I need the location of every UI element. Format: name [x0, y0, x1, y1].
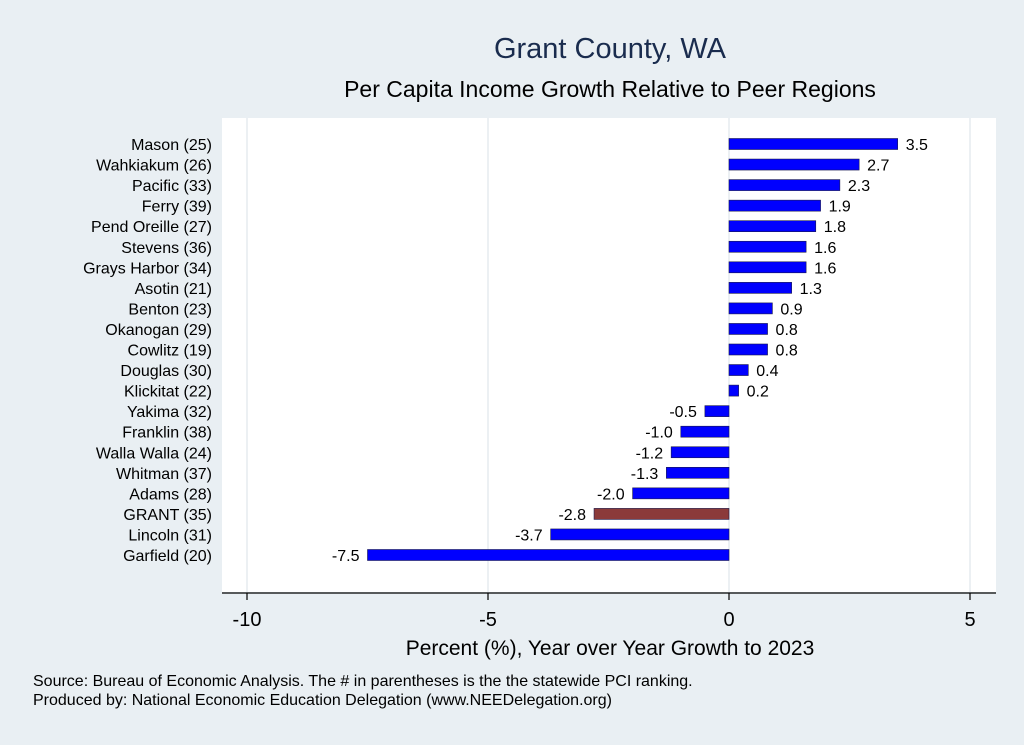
bar — [728, 179, 841, 191]
x-tick-label: 0 — [723, 609, 734, 631]
x-tick-label: -10 — [233, 609, 262, 631]
bar — [728, 158, 860, 171]
bar — [728, 302, 773, 315]
bar — [704, 405, 730, 417]
category-label: Adams (28) — [129, 486, 212, 503]
value-label: 1.6 — [814, 240, 836, 257]
bar — [632, 487, 730, 500]
value-label: -1.3 — [631, 466, 659, 483]
source-note: Source: Bureau of Economic Analysis. The… — [33, 673, 693, 690]
value-label: -0.5 — [669, 404, 697, 421]
category-label: Benton (23) — [128, 301, 212, 318]
category-label: Wahkiakum (26) — [96, 158, 212, 175]
category-label: Ferry (39) — [142, 199, 212, 216]
x-tick-label: 5 — [964, 609, 975, 631]
x-axis-title: Percent (%), Year over Year Growth to 20… — [406, 637, 815, 660]
chart-title: Grant County, WA — [494, 33, 727, 65]
category-label: Klickitat (22) — [124, 384, 212, 401]
value-label: 0.8 — [776, 343, 798, 360]
value-label: 1.3 — [800, 281, 822, 298]
value-label: -2.0 — [597, 486, 625, 503]
category-label: Garfield (20) — [123, 548, 212, 565]
category-label: Yakima (32) — [127, 404, 212, 421]
bar — [728, 220, 817, 232]
value-label: 1.6 — [814, 260, 836, 277]
category-label: Pacific (33) — [132, 178, 212, 195]
category-label: Pend Oreille (27) — [91, 219, 212, 236]
category-labels: Mason (25) Wahkiakum (26) Pacific (33) Ferr… — [83, 137, 212, 565]
value-label: 2.7 — [867, 158, 889, 175]
bar — [728, 384, 739, 397]
bar — [728, 138, 898, 150]
plot-area — [222, 118, 996, 592]
bars — [367, 138, 898, 561]
value-labels: 3.5 2.7 2.3 1.9 1.8 1.6 1.6 1.3 0.9 0.8 0.8 0.4 0.2 -… — [332, 137, 928, 565]
bar — [728, 323, 768, 335]
category-label: Whitman (37) — [116, 466, 212, 483]
bar — [666, 466, 730, 479]
value-label: -1.0 — [645, 425, 673, 442]
category-label: Cowlitz (19) — [128, 343, 212, 360]
category-label: Grays Harbor (34) — [83, 260, 212, 277]
grid-lines — [246, 118, 971, 593]
category-label: Walla Walla (24) — [96, 445, 212, 462]
bar — [728, 240, 807, 253]
category-label: Lincoln (31) — [128, 527, 212, 544]
bar — [728, 364, 749, 376]
value-label: 2.3 — [848, 178, 870, 195]
bar — [367, 549, 730, 561]
value-label: -7.5 — [332, 548, 360, 565]
value-label: -3.7 — [515, 527, 543, 544]
value-label: -1.2 — [636, 445, 664, 462]
bar — [680, 425, 730, 438]
chart-subtitle: Per Capita Income Growth Relative to Pee… — [344, 76, 876, 102]
bar — [670, 446, 730, 459]
producer-note: Produced by: National Economic Education… — [33, 692, 612, 709]
x-tick-label: -5 — [479, 609, 497, 631]
value-label: 0.2 — [747, 384, 769, 401]
bar — [728, 343, 768, 356]
bar — [728, 199, 821, 212]
value-label: 0.9 — [780, 301, 802, 318]
value-label: 1.8 — [824, 219, 846, 236]
category-label: Mason (25) — [131, 137, 212, 154]
bar — [550, 528, 730, 541]
category-label: Okanogan (29) — [105, 322, 212, 339]
category-label: Douglas (30) — [120, 363, 212, 380]
category-label: GRANT (35) — [123, 507, 212, 524]
value-label: -2.8 — [558, 507, 586, 524]
category-label: Stevens (36) — [121, 240, 212, 257]
bar — [593, 508, 730, 520]
value-label: 1.9 — [829, 199, 851, 216]
x-axis-ticks: -10 -5 0 5 — [233, 593, 976, 631]
category-label: Franklin (38) — [122, 425, 212, 442]
bar — [728, 261, 807, 274]
value-label: 0.4 — [756, 363, 778, 380]
value-label: 3.5 — [906, 137, 928, 154]
bar — [728, 282, 792, 294]
category-label: Asotin (21) — [135, 281, 212, 298]
value-label: 0.8 — [776, 322, 798, 339]
